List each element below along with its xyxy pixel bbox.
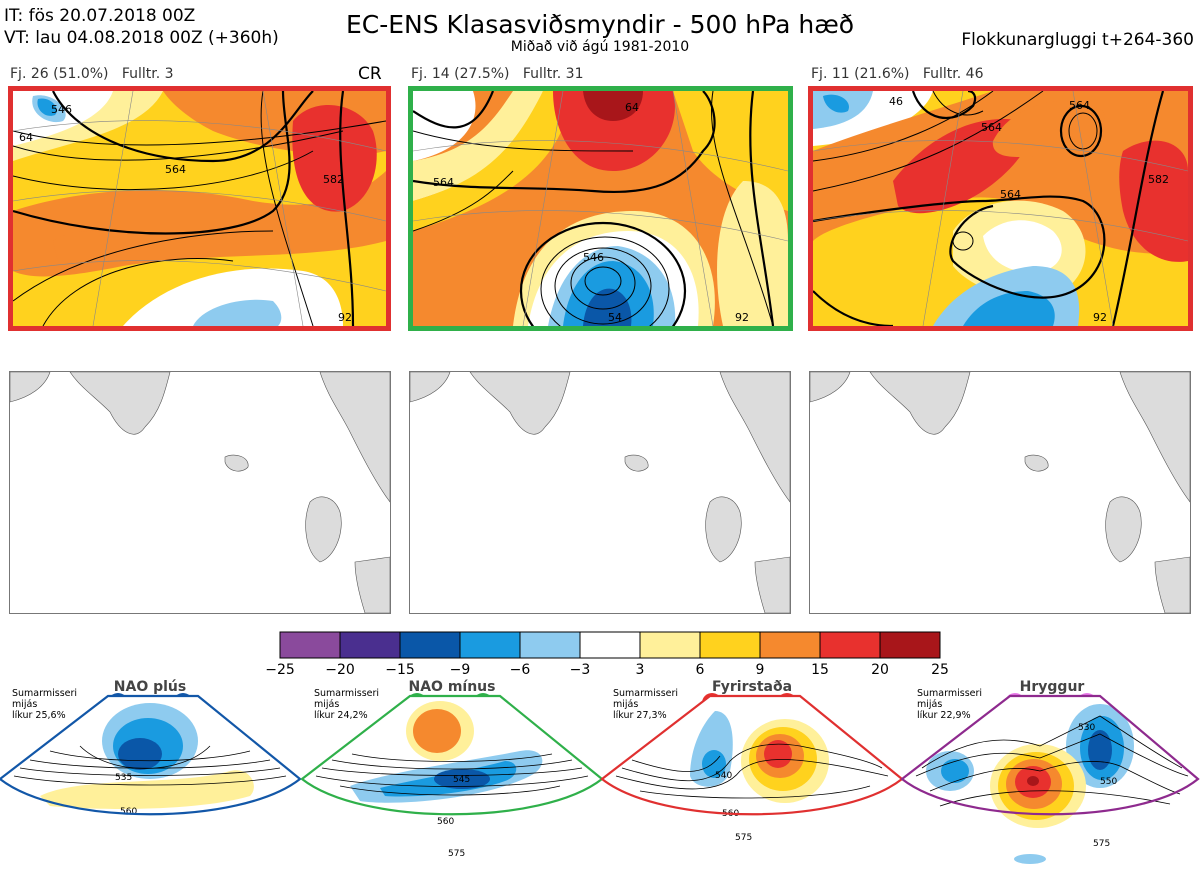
contour-label: 564 (981, 121, 1002, 134)
regime-probability: líkur 22,9% (917, 710, 971, 721)
colorbar-swatch (459, 631, 521, 659)
contour-label: 575 (735, 833, 752, 843)
contour-label: 92 (1093, 311, 1107, 324)
colorbar-tick-label: −25 (265, 662, 295, 676)
empty-map-1 (9, 371, 391, 614)
contour-label: 582 (323, 173, 344, 186)
cluster-map-2: 564 546 54 92 64 (413, 91, 788, 326)
regime-sub: mijás (613, 699, 638, 710)
contour-label: 582 (1148, 173, 1169, 186)
contour-label: 92 (338, 311, 352, 324)
colorbar-tick-label: −6 (510, 662, 531, 676)
colorbar-tick-label: 25 (931, 662, 949, 676)
colorbar-tick-label: −3 (570, 662, 591, 676)
colorbar-tick-label: −20 (325, 662, 355, 676)
empty-map-3 (809, 371, 1191, 614)
regime-row: NAO plús Sumarmisseri mijás líkur 25,6% … (0, 679, 1200, 864)
regime-season: Sumarmisseri (12, 688, 77, 699)
classification-window: Flokkunargluggi t+264-360 (961, 30, 1194, 50)
page-subtitle: Miðað við ágú 1981-2010 (510, 39, 690, 55)
regime-title: Fyrirstaða (712, 679, 792, 695)
contour-label: 564 (433, 176, 454, 189)
colorbar-swatch (819, 631, 881, 659)
regime-sub: mijás (314, 699, 339, 710)
colorbar-swatch (639, 631, 701, 659)
regime-sub: mijás (917, 699, 942, 710)
colorbar-tick-label: 9 (756, 662, 765, 676)
panel-2-label: Fj. 14 (27.5%) Fulltr. 31 (411, 66, 584, 82)
regime-nao-plus: NAO plús Sumarmisseri mijás líkur 25,6% … (0, 679, 302, 817)
contour-label: 560 (437, 817, 454, 827)
contour-label: 64 (625, 101, 639, 114)
colorbar-tick-label: −15 (385, 662, 415, 676)
colorbar-swatch (279, 631, 341, 659)
contour-label: 535 (115, 773, 132, 783)
colorbar: −25 −20 −15 −9 −6 −3 3 6 9 15 20 25 (265, 631, 949, 676)
contour-label: 550 (1100, 777, 1117, 787)
colorbar-tick-label: 15 (811, 662, 829, 676)
regime-season: Sumarmisseri (314, 688, 379, 699)
contour-label: 546 (51, 103, 72, 116)
contour-label: 575 (448, 849, 465, 859)
contour-label: 560 (120, 807, 137, 817)
cluster-map-1: 546 564 582 64 92 (13, 91, 386, 326)
colorbar-swatch (399, 631, 461, 659)
cluster-map-3: 564 564 564 582 46 92 (813, 91, 1188, 326)
contour-label: 564 (1000, 188, 1021, 201)
regime-title: NAO mínus (409, 679, 496, 695)
contour-label: 575 (1093, 839, 1110, 849)
contour-label: 46 (889, 95, 903, 108)
regime-probability: líkur 27,3% (613, 710, 667, 721)
regime-ridge: Hryggur Sumarmisseri mijás líkur 22,9% 5… (900, 679, 1200, 864)
cluster-panel-1: 546 564 582 64 92 (8, 86, 391, 331)
contour-label: 546 (583, 251, 604, 264)
colorbar-tick-label: 6 (696, 662, 705, 676)
colorbar-tick-label: 20 (871, 662, 889, 676)
contour-label: 54 (608, 311, 622, 324)
regime-season: Sumarmisseri (917, 688, 982, 699)
panel-1-label: Fj. 26 (51.0%) Fulltr. 3 (10, 66, 174, 82)
regime-nao-minus: NAO mínus Sumarmisseri mijás líkur 24,2%… (300, 679, 604, 859)
contour-label: 540 (715, 771, 732, 781)
colorbar-swatch (519, 631, 581, 659)
colorbar-swatch (759, 631, 821, 659)
regime-title: NAO plús (114, 679, 186, 695)
regime-title: Hryggur (1020, 679, 1085, 695)
initial-time: IT: fös 20.07.2018 00Z (4, 6, 196, 26)
regime-sub: mijás (12, 699, 37, 710)
contour-label: 64 (19, 131, 33, 144)
regime-blocking: Fyrirstaða Sumarmisseri mijás líkur 27,3… (600, 679, 904, 843)
page-title: EC-ENS Klasasviðsmyndir - 500 hPa hæð (345, 10, 855, 39)
contour-label: 92 (735, 311, 749, 324)
contour-label: 564 (165, 163, 186, 176)
colorbar-swatch (699, 631, 761, 659)
colorbar-swatch (879, 631, 941, 659)
panel-1-regime-tag: CR (358, 64, 382, 84)
colorbar-tick-label: −9 (450, 662, 471, 676)
valid-time: VT: lau 04.08.2018 00Z (+360h) (4, 28, 279, 48)
cluster-panel-3: 564 564 564 582 46 92 (808, 86, 1193, 331)
regime-probability: líkur 25,6% (12, 710, 66, 721)
cluster-panel-2: 564 546 54 92 64 (408, 86, 793, 331)
empty-map-2 (409, 371, 791, 614)
header-left: IT: fös 20.07.2018 00Z VT: lau 04.08.201… (4, 5, 279, 49)
colorbar-swatch (339, 631, 401, 659)
colorbar-tick-label: 3 (636, 662, 645, 676)
panel-3-label: Fj. 11 (21.6%) Fulltr. 46 (811, 66, 984, 82)
contour-label: 564 (1069, 99, 1090, 112)
contour-label: 545 (453, 775, 470, 785)
regime-season: Sumarmisseri (613, 688, 678, 699)
colorbar-swatch (579, 631, 641, 659)
contour-label: 530 (1078, 723, 1095, 733)
regime-probability: líkur 24,2% (314, 710, 368, 721)
